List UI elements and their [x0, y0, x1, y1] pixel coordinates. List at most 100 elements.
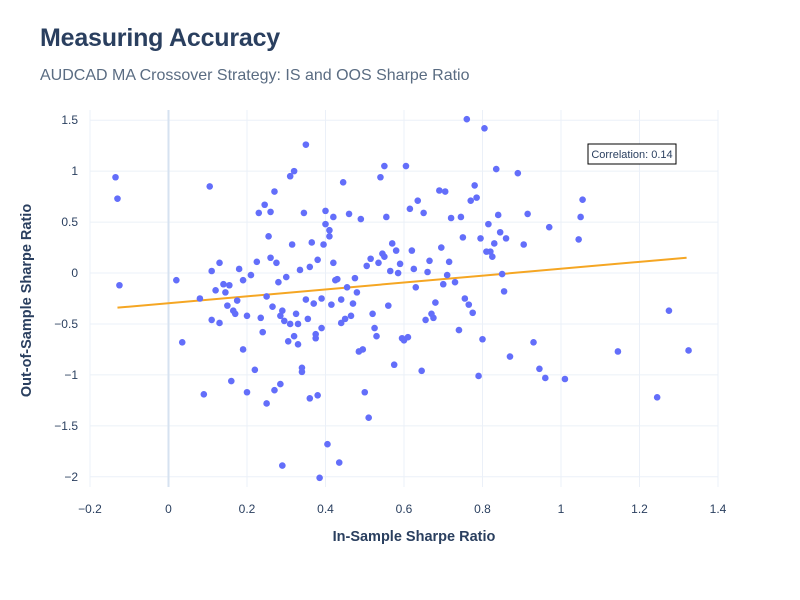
- data-point: [265, 233, 272, 240]
- data-point: [116, 281, 123, 289]
- data-point: [422, 316, 429, 324]
- data-point: [173, 276, 180, 284]
- data-point: [294, 320, 302, 328]
- x-tick-label: 0.8: [474, 502, 491, 516]
- data-point: [365, 414, 372, 422]
- data-point: [318, 295, 325, 302]
- data-point: [443, 271, 451, 279]
- data-point: [247, 271, 255, 279]
- data-point: [394, 269, 402, 277]
- data-point: [294, 341, 302, 348]
- data-point: [208, 316, 215, 324]
- x-tick-label: 0.4: [317, 502, 334, 516]
- data-point: [485, 220, 492, 228]
- data-point: [322, 220, 329, 228]
- data-point: [494, 211, 502, 219]
- data-point: [396, 260, 404, 268]
- data-point: [373, 332, 380, 340]
- data-point: [500, 288, 508, 295]
- data-point: [685, 347, 692, 354]
- data-point: [275, 278, 282, 286]
- trendline-layer: [117, 256, 687, 309]
- data-point: [359, 346, 367, 353]
- trendline: [117, 256, 687, 309]
- data-point: [381, 253, 388, 261]
- data-point: [363, 262, 371, 270]
- data-point: [490, 240, 498, 247]
- data-point: [451, 278, 459, 286]
- data-point: [302, 296, 310, 303]
- x-tick-label: 0: [165, 502, 172, 516]
- x-axis-title: In-Sample Sharpe Ratio: [333, 529, 496, 545]
- data-point: [302, 141, 310, 148]
- data-point: [441, 188, 449, 195]
- data-point: [284, 337, 292, 345]
- data-point: [437, 244, 445, 251]
- data-point: [481, 125, 488, 132]
- data-point: [114, 195, 121, 202]
- data-point: [326, 233, 333, 240]
- data-point: [239, 346, 247, 353]
- y-axis-title: Out-of-Sample Sharpe Ratio: [19, 204, 35, 397]
- data-point: [304, 315, 312, 323]
- data-point: [577, 213, 584, 221]
- y-tick-label: 1.5: [61, 113, 78, 127]
- y-tick-label: −1.5: [54, 419, 78, 433]
- data-point: [545, 223, 553, 231]
- data-point: [385, 302, 392, 309]
- data-point: [306, 395, 314, 402]
- data-point: [259, 328, 267, 336]
- data-point: [271, 188, 278, 195]
- data-point: [277, 312, 284, 320]
- data-point: [337, 296, 345, 303]
- data-point: [212, 287, 219, 294]
- data-point: [498, 270, 506, 278]
- data-point: [267, 254, 274, 262]
- data-point: [312, 334, 319, 342]
- data-point: [330, 259, 337, 267]
- scatter-points: [112, 115, 692, 482]
- data-point: [469, 309, 476, 317]
- data-point: [455, 326, 463, 334]
- grid-layer: [89, 110, 719, 487]
- data-point: [579, 196, 586, 203]
- data-point: [112, 173, 119, 181]
- x-tick-label: −0.2: [78, 502, 102, 516]
- data-point: [665, 307, 673, 315]
- data-point: [333, 275, 341, 283]
- data-point: [461, 295, 469, 302]
- y-tick-label: 0.5: [61, 215, 78, 229]
- data-point: [314, 256, 321, 264]
- data-point: [514, 169, 522, 177]
- data-point: [420, 209, 427, 217]
- data-point: [243, 388, 251, 396]
- data-point: [361, 388, 369, 396]
- correlation-annotation-box: [587, 143, 677, 165]
- data-point: [235, 265, 243, 273]
- data-point: [341, 315, 349, 323]
- data-point: [269, 303, 276, 310]
- data-point: [561, 375, 569, 383]
- data-point: [465, 301, 473, 308]
- data-point: [263, 400, 270, 407]
- y-tick-labels: −2 −1.5 −1 −0.5 0 0.5 1 1.5: [54, 113, 78, 484]
- data-point: [253, 258, 261, 266]
- data-point: [296, 266, 304, 274]
- data-point: [614, 348, 622, 355]
- data-point: [404, 333, 412, 341]
- data-point: [220, 280, 227, 288]
- correlation-annotation: Correlation: 0.14: [587, 143, 677, 165]
- data-point: [324, 440, 331, 448]
- y-tick-label: −1: [64, 368, 78, 382]
- data-point: [280, 317, 288, 325]
- data-point: [479, 335, 486, 343]
- data-point: [473, 194, 480, 201]
- data-point: [178, 339, 186, 346]
- data-point: [412, 283, 420, 291]
- y-tick-label: −0.5: [54, 317, 78, 331]
- data-point: [381, 162, 388, 170]
- data-point: [575, 236, 582, 243]
- x-tick-label: 0.2: [239, 502, 256, 516]
- data-point: [328, 301, 335, 308]
